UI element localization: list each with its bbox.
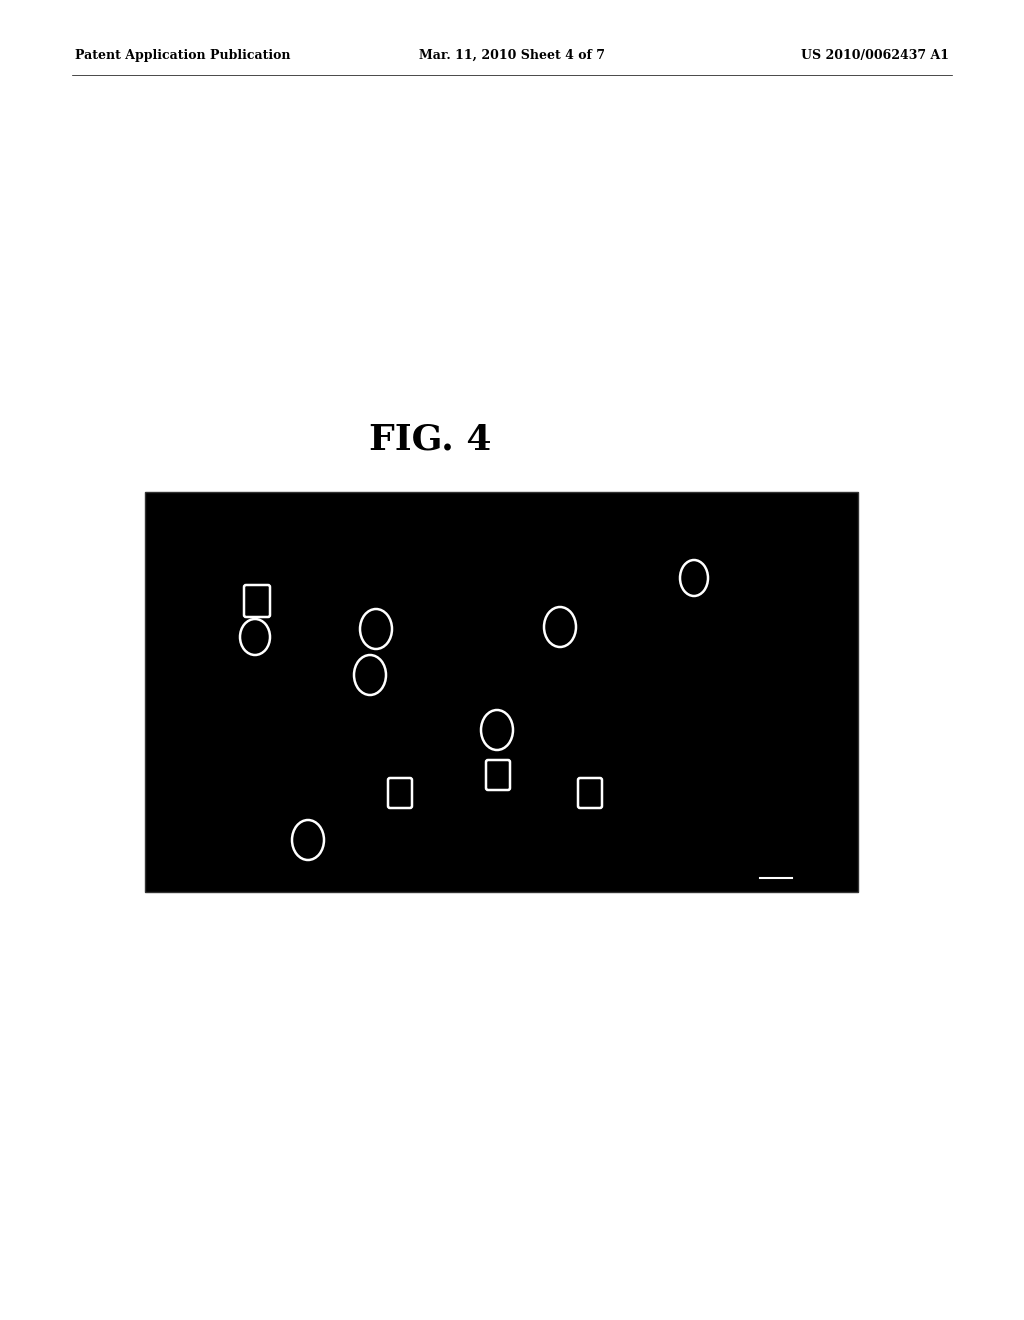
Text: US 2010/0062437 A1: US 2010/0062437 A1	[801, 49, 949, 62]
Text: Mar. 11, 2010 Sheet 4 of 7: Mar. 11, 2010 Sheet 4 of 7	[419, 49, 605, 62]
FancyBboxPatch shape	[145, 492, 858, 892]
Text: Patent Application Publication: Patent Application Publication	[75, 49, 291, 62]
Text: FIG. 4: FIG. 4	[369, 422, 492, 457]
